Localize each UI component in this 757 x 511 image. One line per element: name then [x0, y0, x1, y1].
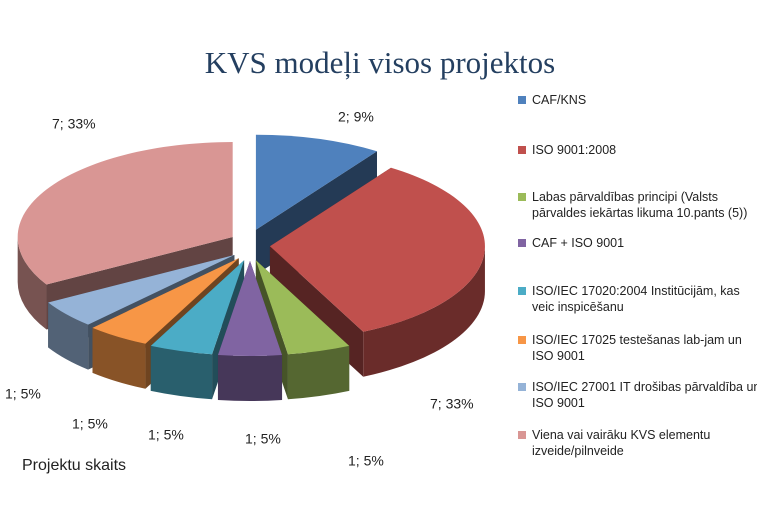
- legend-swatch: [518, 383, 526, 391]
- slice: [255, 260, 350, 355]
- legend-item: Viena vai vairāku KVS elementu izveide/p…: [518, 427, 757, 459]
- slice-side: [287, 345, 350, 400]
- slice: [150, 260, 245, 355]
- legend-item: CAF + ISO 9001: [518, 235, 757, 251]
- data-label: 1; 5%: [348, 453, 384, 469]
- chart-title: KVS modeļi visos projektos: [205, 45, 555, 80]
- legend-label: CAF/KNS: [532, 93, 587, 107]
- legend-item: ISO/IEC 17025 testešanas lab-jam un ISO …: [518, 332, 757, 364]
- data-label: 1; 5%: [148, 427, 184, 443]
- data-label: 7; 33%: [430, 396, 474, 412]
- data-label: 7; 33%: [52, 116, 96, 132]
- legend-item: Labas pārvaldības principi (Valsts pārva…: [518, 189, 757, 221]
- slice-side: [363, 246, 485, 377]
- legend-label: CAF + ISO 9001: [532, 236, 625, 250]
- slice-side: [217, 354, 283, 401]
- slice: [269, 167, 485, 332]
- legend-label: ISO 9001:2008: [532, 143, 617, 157]
- legend-swatch: [518, 239, 526, 247]
- legend-swatch: [518, 146, 526, 154]
- legend-label: Viena vai vairāku KVS elementu izveide/p…: [532, 428, 711, 458]
- data-label: 1; 5%: [72, 416, 108, 432]
- legend-label: Labas pārvaldības principi (Valsts pārva…: [532, 190, 748, 220]
- slice: [217, 261, 283, 357]
- legend-item: ISO/IEC 17020:2004 Institūcijām, kas vei…: [518, 283, 757, 315]
- slice: [48, 254, 235, 325]
- legend-swatch: [518, 431, 526, 439]
- slice-side: [48, 302, 89, 370]
- legend-label: ISO/IEC 17025 testešanas lab-jam un ISO …: [532, 333, 742, 363]
- slice: [92, 258, 239, 344]
- legend-item: CAF/KNS: [518, 92, 757, 108]
- legend-item: ISO 9001:2008: [518, 142, 757, 158]
- slice-side: [17, 237, 47, 330]
- slice-wall: [48, 254, 235, 348]
- legend-swatch: [518, 336, 526, 344]
- slice: [17, 142, 233, 285]
- slice-side: [92, 327, 146, 389]
- slice-side: [150, 345, 213, 400]
- annotation: Projektu skaits: [22, 457, 126, 474]
- legend-label: ISO/IEC 27001 IT drošibas pārvaldība un …: [532, 380, 757, 410]
- legend-item: ISO/IEC 27001 IT drošibas pārvaldība un …: [518, 379, 757, 411]
- data-label: 2; 9%: [338, 109, 374, 125]
- data-label: 1; 5%: [245, 431, 281, 447]
- legend-swatch: [518, 193, 526, 201]
- slice: [255, 134, 378, 230]
- legend-swatch: [518, 287, 526, 295]
- legend-label: ISO/IEC 17020:2004 Institūcijām, kas vei…: [532, 284, 740, 314]
- data-label: 1; 5%: [5, 386, 41, 402]
- legend-swatch: [518, 96, 526, 104]
